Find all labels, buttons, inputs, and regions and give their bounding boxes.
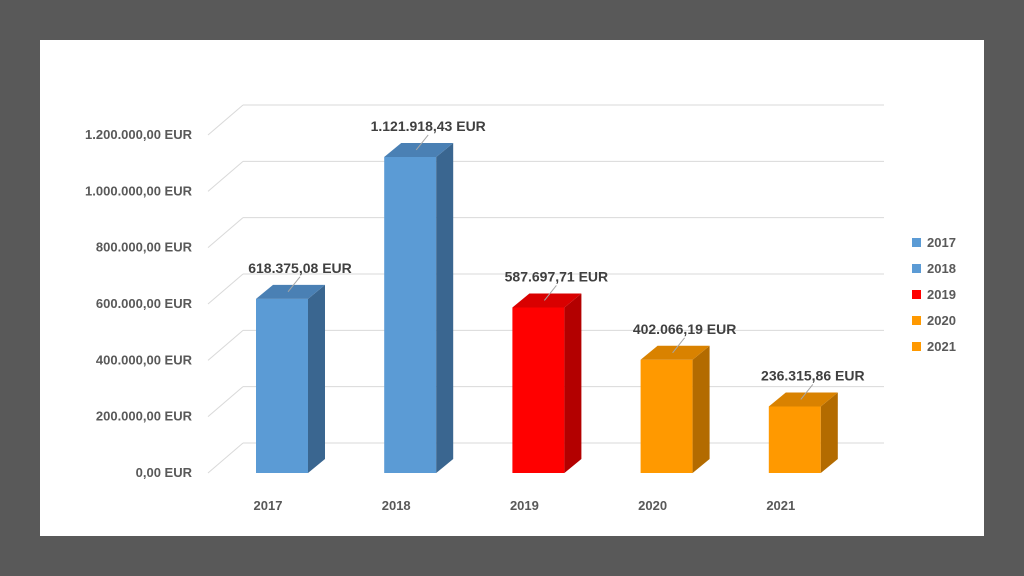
legend-label: 2021 bbox=[927, 339, 956, 354]
x-tick-label: 2020 bbox=[638, 498, 667, 513]
bar-top-2017 bbox=[256, 284, 325, 299]
gridline-diagonal bbox=[207, 160, 244, 192]
gridline-diagonal bbox=[207, 273, 244, 305]
data-label: 1.121.918,43 EUR bbox=[371, 118, 486, 134]
y-tick-label: 400.000,00 EUR bbox=[96, 352, 193, 367]
y-tick-label: 600.000,00 EUR bbox=[96, 296, 193, 311]
legend-swatch-2021 bbox=[912, 342, 921, 351]
bar-2020 bbox=[640, 359, 693, 473]
data-label-leader bbox=[415, 134, 429, 151]
legend-label: 2019 bbox=[927, 287, 956, 302]
data-label-leader bbox=[800, 384, 814, 400]
data-label: 402.066,19 EUR bbox=[633, 321, 737, 337]
x-tick-label: 2017 bbox=[254, 498, 283, 513]
bar-top-2019 bbox=[512, 293, 582, 308]
x-tick-label: 2019 bbox=[510, 498, 539, 513]
gridline-diagonal bbox=[207, 442, 244, 474]
x-tick-label: 2021 bbox=[766, 498, 795, 513]
legend-swatch-2019 bbox=[912, 290, 921, 299]
data-label: 236.315,86 EUR bbox=[761, 367, 865, 383]
gridline-diagonal bbox=[207, 386, 244, 418]
data-label-leader bbox=[672, 337, 685, 354]
bar-top-2021 bbox=[768, 392, 838, 407]
y-tick-label: 0,00 EUR bbox=[136, 465, 193, 480]
gridline-diagonal bbox=[207, 217, 244, 249]
bar-side-2020 bbox=[692, 345, 710, 473]
data-label: 618.375,08 EUR bbox=[248, 260, 352, 276]
legend-swatch-2018 bbox=[912, 264, 921, 273]
bar-side-2018 bbox=[436, 142, 454, 473]
y-tick-label: 200.000,00 EUR bbox=[96, 409, 193, 424]
bar-side-2021 bbox=[820, 392, 838, 473]
legend-swatch-2020 bbox=[912, 316, 921, 325]
legend-swatch-2017 bbox=[912, 238, 921, 247]
bar-chart: 0,00 EUR 200.000,00 EUR 400.000,00 EUR 600.… bbox=[85, 104, 956, 513]
gridline-diagonal bbox=[207, 104, 244, 136]
legend-label: 2018 bbox=[927, 261, 956, 276]
chart-panel: 0,00 EUR 200.000,00 EUR 400.000,00 EUR 600.… bbox=[40, 40, 984, 536]
legend-label: 2017 bbox=[927, 235, 956, 250]
data-label: 587.697,71 EUR bbox=[505, 268, 609, 284]
data-label-leader bbox=[287, 276, 301, 293]
bar-top-2018 bbox=[384, 142, 454, 157]
bar-2021 bbox=[768, 406, 821, 473]
gridline-diagonal bbox=[207, 329, 244, 361]
bar-top-2020 bbox=[640, 345, 710, 360]
bar-2019 bbox=[512, 307, 565, 473]
bar-side-2019 bbox=[564, 293, 582, 473]
data-label-leader bbox=[544, 285, 557, 301]
y-tick-label: 1.200.000,00 EUR bbox=[85, 127, 193, 142]
y-tick-label: 1.000.000,00 EUR bbox=[85, 183, 193, 198]
legend-label: 2020 bbox=[927, 313, 956, 328]
y-tick-label: 800.000,00 EUR bbox=[96, 240, 193, 255]
bar-side-2017 bbox=[308, 284, 325, 473]
x-tick-label: 2018 bbox=[382, 498, 411, 513]
bar-2018 bbox=[384, 156, 437, 473]
bar-2017 bbox=[256, 298, 308, 473]
